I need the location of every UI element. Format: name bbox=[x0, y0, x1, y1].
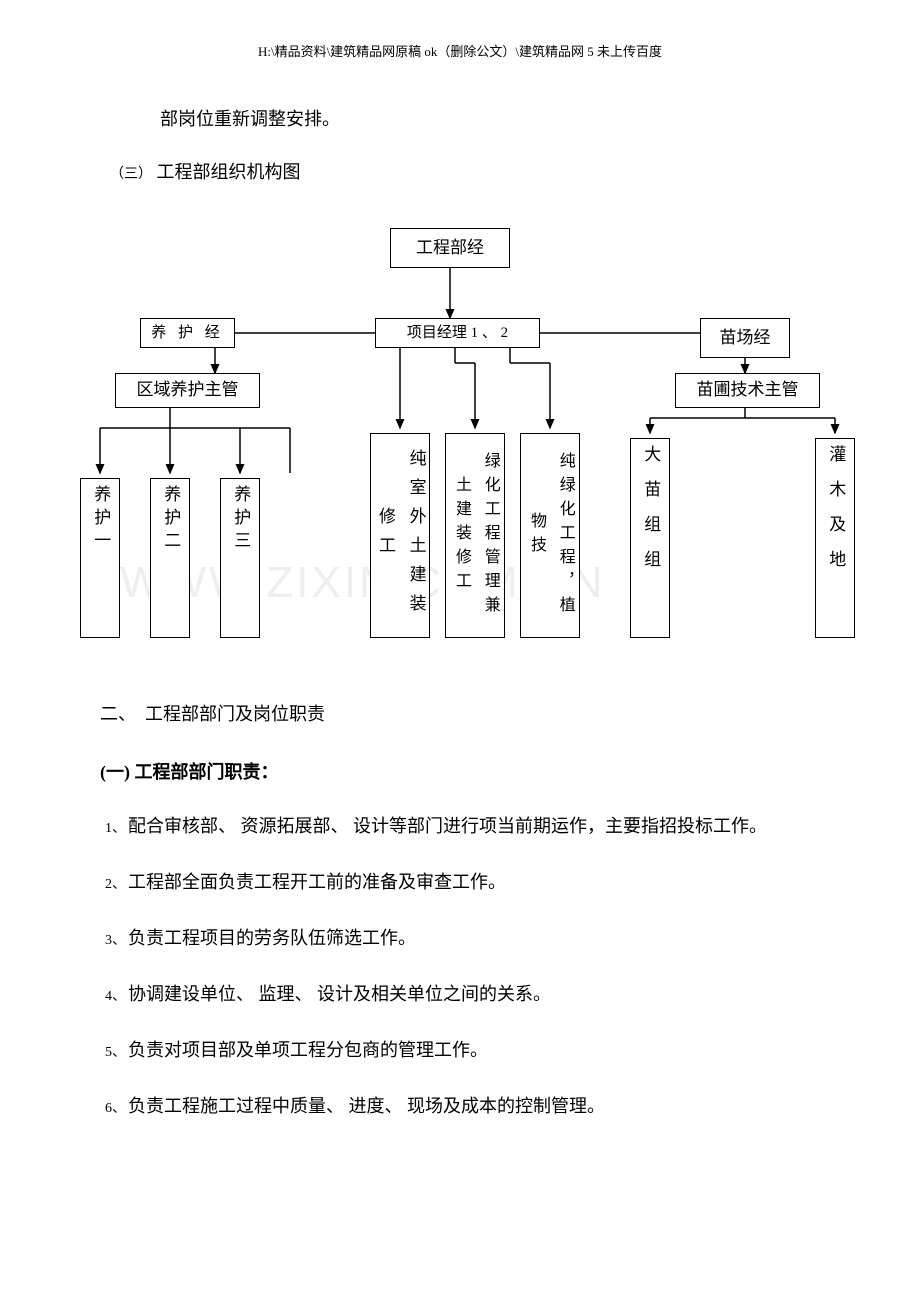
chart-l3-left: 区域养护主管 bbox=[115, 373, 260, 408]
section-2-title: 二、 工程部部门及岗位职责 bbox=[80, 698, 840, 730]
chart-l2-left: 养 护 经 bbox=[140, 318, 235, 348]
chart-l2-mid: 项目经理 1 、 2 bbox=[375, 318, 540, 348]
list-item: 1、配合审核部、 资源拓展部、 设计等部门进行项当前期运作，主要指招投标工作。 bbox=[80, 808, 840, 844]
list-num: 1、 bbox=[105, 821, 126, 836]
list-num: 6、 bbox=[105, 1101, 126, 1116]
list-item: 2、工程部全面负责工程开工前的准备及审查工作。 bbox=[80, 864, 840, 900]
list-text: 协调建设单位、 监理、 设计及相关单位之间的关系。 bbox=[128, 984, 551, 1004]
sub-heading-text: 工程部组织机构图 bbox=[157, 162, 301, 182]
list-item: 5、负责对项目部及单项工程分包商的管理工作。 bbox=[80, 1032, 840, 1068]
list-num: 5、 bbox=[105, 1045, 126, 1060]
chart-leaf-8: 灌木及地 bbox=[815, 438, 855, 638]
list-num: 4、 bbox=[105, 989, 126, 1004]
header-path: H:\精品资料\建筑精品网原稿 ok（删除公文）\建筑精品网 5 未上传百度 bbox=[80, 40, 840, 63]
continuation-text: 部岗位重新调整安排。 bbox=[80, 103, 840, 135]
list-item: 6、负责工程施工过程中质量、 进度、 现场及成本的控制管理。 bbox=[80, 1088, 840, 1124]
sub-title-1: (一) 工程部部门职责： bbox=[80, 756, 840, 788]
chart-leaf-2: 养护二 bbox=[150, 478, 190, 638]
list-text: 负责对项目部及单项工程分包商的管理工作。 bbox=[128, 1040, 488, 1060]
chart-leaf-6: 纯绿化工程，植物技 bbox=[520, 433, 580, 638]
chart-leaf-1: 养护一 bbox=[80, 478, 120, 638]
org-chart: WWW.ZIXIN.COM.CN bbox=[80, 218, 860, 658]
list-text: 配合审核部、 资源拓展部、 设计等部门进行项当前期运作，主要指招投标工作。 bbox=[128, 816, 767, 836]
chart-leaf-5: 绿化工程管理兼土建装修工 bbox=[445, 433, 505, 638]
sub-heading-num: （三） bbox=[110, 167, 152, 182]
chart-l3-right: 苗圃技术主管 bbox=[675, 373, 820, 408]
chart-leaf-7: 大苗组组 bbox=[630, 438, 670, 638]
list-text: 工程部全面负责工程开工前的准备及审查工作。 bbox=[128, 872, 506, 892]
list-item: 3、负责工程项目的劳务队伍筛选工作。 bbox=[80, 920, 840, 956]
sub-heading-3: （三） 工程部组织机构图 bbox=[80, 156, 840, 188]
chart-top: 工程部经 bbox=[390, 228, 510, 268]
chart-leaf-3: 养护三 bbox=[220, 478, 260, 638]
list-num: 2、 bbox=[105, 877, 126, 892]
list-item: 4、协调建设单位、 监理、 设计及相关单位之间的关系。 bbox=[80, 976, 840, 1012]
list-num: 3、 bbox=[105, 933, 126, 948]
list-text: 负责工程施工过程中质量、 进度、 现场及成本的控制管理。 bbox=[128, 1096, 605, 1116]
chart-leaf-4: 纯室外土建装修工 bbox=[370, 433, 430, 638]
chart-l2-right: 苗场经 bbox=[700, 318, 790, 358]
list-text: 负责工程项目的劳务队伍筛选工作。 bbox=[128, 928, 416, 948]
